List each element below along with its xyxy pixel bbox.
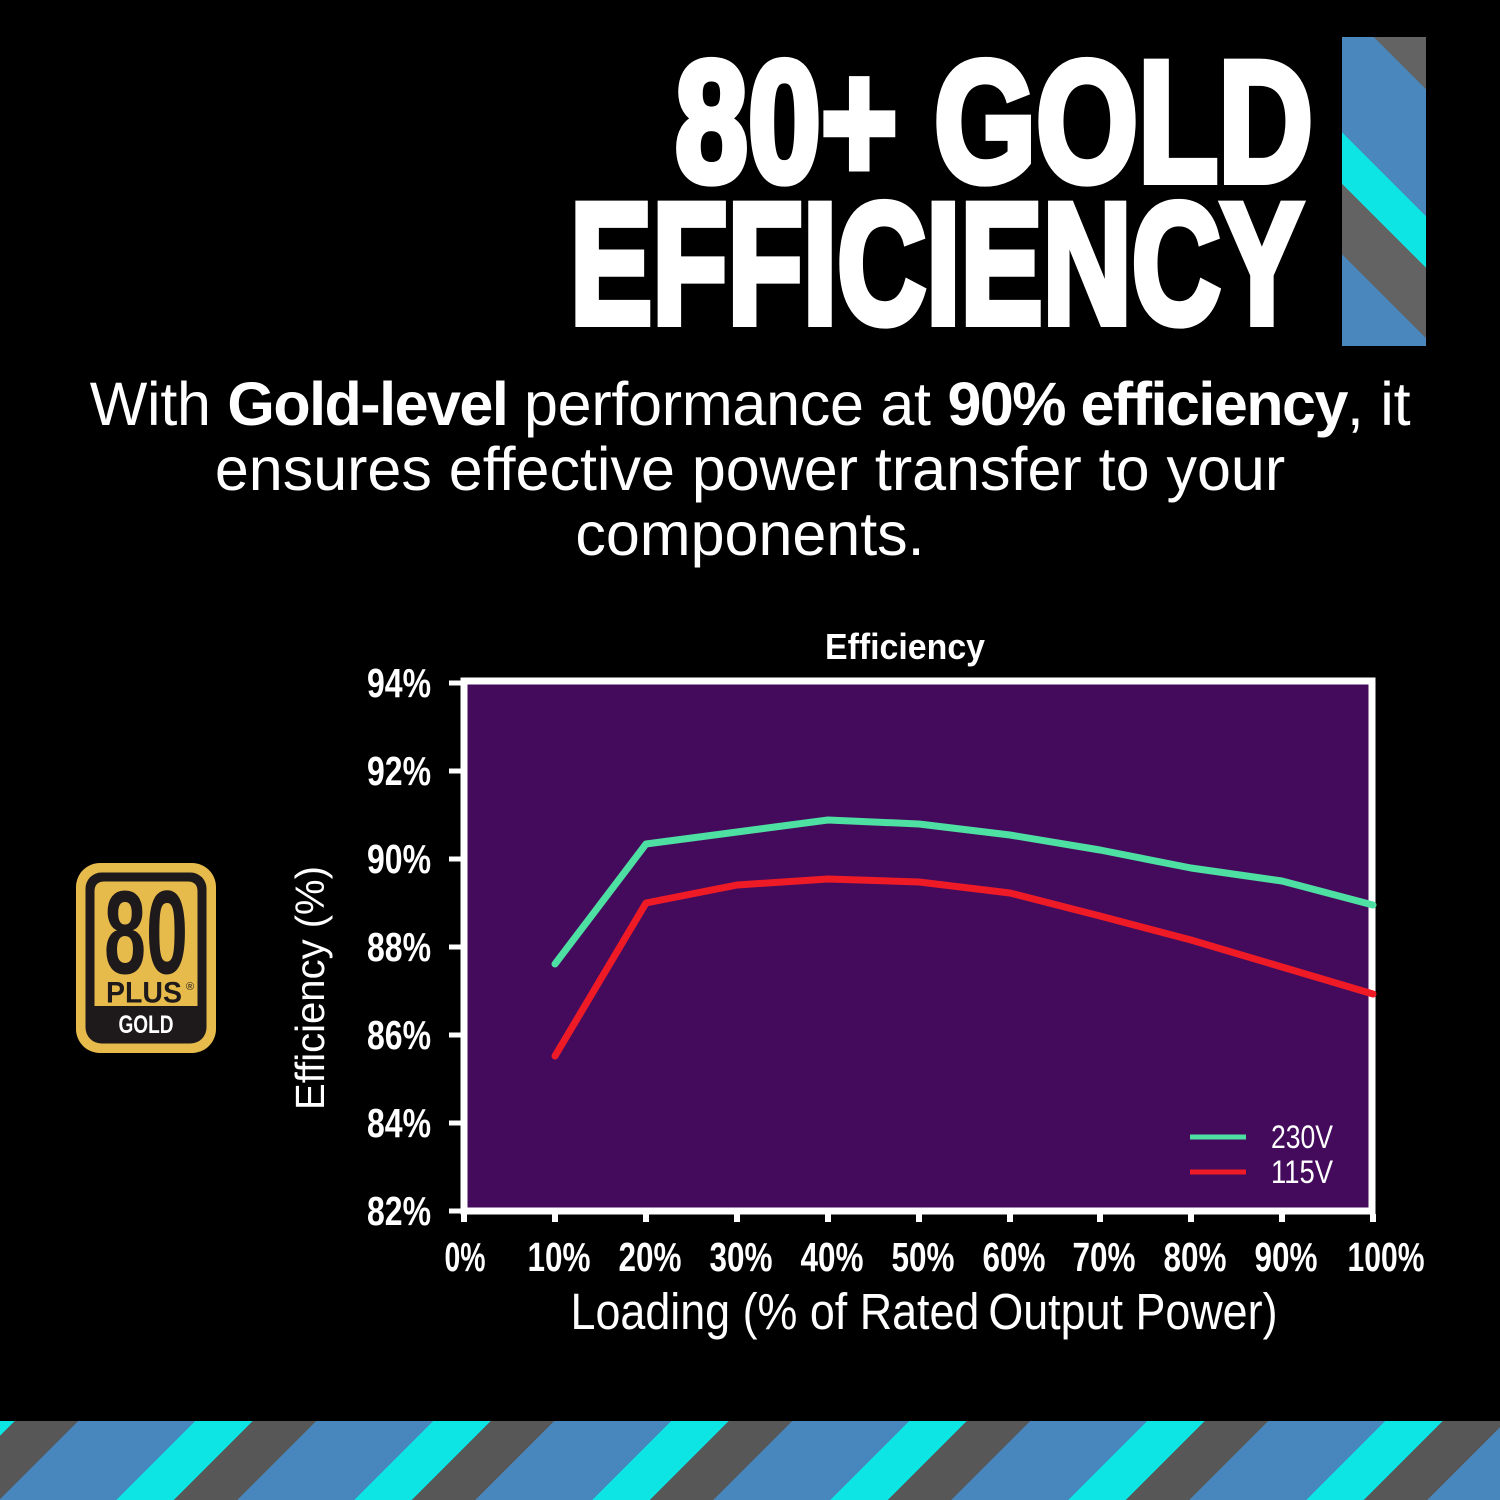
svg-text:®: ® xyxy=(186,981,194,993)
svg-text:92%: 92% xyxy=(367,748,431,794)
svg-text:0%: 0% xyxy=(445,1234,486,1280)
svg-text:80+ GOLD: 80+ GOLD xyxy=(675,26,1313,218)
svg-text:82%: 82% xyxy=(367,1188,431,1234)
svg-text:86%: 86% xyxy=(367,1012,431,1058)
svg-text:40%: 40% xyxy=(801,1234,864,1280)
svg-text:Efficiency (%): Efficiency (%) xyxy=(287,866,333,1110)
svg-text:GOLD: GOLD xyxy=(119,1011,174,1039)
svg-text:60%: 60% xyxy=(983,1234,1046,1280)
svg-text:88%: 88% xyxy=(367,924,431,970)
svg-text:90%: 90% xyxy=(367,836,431,882)
svg-text:10%: 10% xyxy=(528,1234,591,1280)
svg-text:94%: 94% xyxy=(367,660,431,706)
svg-text:90%: 90% xyxy=(1255,1234,1318,1280)
svg-text:115V: 115V xyxy=(1271,1154,1334,1190)
svg-text:Efficiency: Efficiency xyxy=(825,626,985,667)
svg-text:100%: 100% xyxy=(1348,1234,1425,1280)
svg-text:EFFICIENCY: EFFICIENCY xyxy=(570,168,1303,360)
svg-text:80: 80 xyxy=(104,867,188,1000)
svg-text:230V: 230V xyxy=(1271,1119,1334,1155)
svg-text:50%: 50% xyxy=(892,1234,955,1280)
svg-text:30%: 30% xyxy=(710,1234,773,1280)
svg-text:20%: 20% xyxy=(619,1234,682,1280)
svg-text:84%: 84% xyxy=(367,1100,431,1146)
svg-text:Loading (% of Rated Output Pow: Loading (% of Rated Output Power) xyxy=(571,1283,1278,1340)
svg-text:PLUS: PLUS xyxy=(106,977,182,1010)
svg-text:70%: 70% xyxy=(1073,1234,1136,1280)
svg-text:80%: 80% xyxy=(1164,1234,1227,1280)
